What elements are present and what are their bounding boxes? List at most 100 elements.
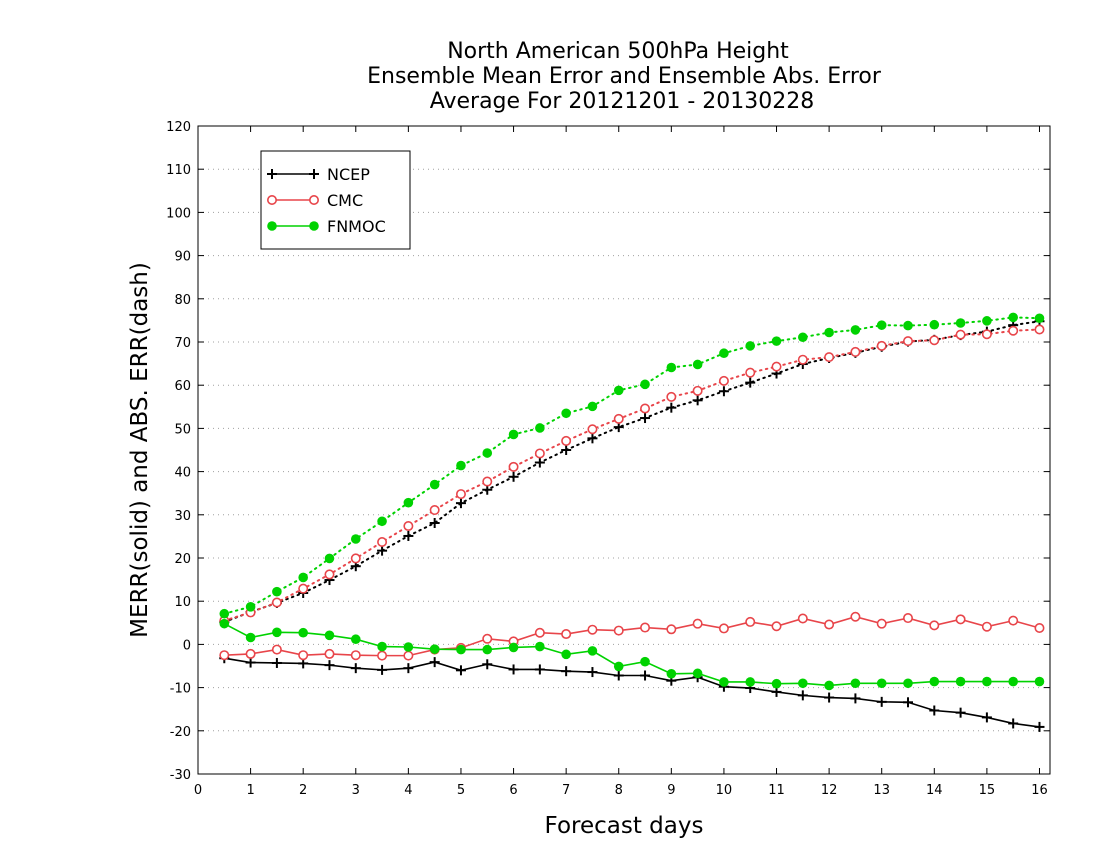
x-axis-title: Forecast days — [545, 813, 704, 839]
cmc-merr-series-point — [824, 619, 835, 630]
legend-marker — [267, 221, 277, 231]
cmc-merr-series-point — [929, 620, 940, 631]
cmc-merr-series-point — [955, 614, 966, 625]
x-tick-label: 0 — [194, 783, 202, 798]
ncep-merr-series-point — [1008, 718, 1019, 729]
legend-marker — [267, 169, 277, 179]
y-tick-label: 80 — [174, 293, 191, 308]
fnmoc-abs-err-series-point — [745, 341, 756, 351]
cmc-merr-series-point — [1008, 615, 1019, 626]
cmc-merr-series-point — [718, 623, 729, 634]
ncep-abs-err-series-point — [403, 530, 414, 541]
y-tick-label: 40 — [174, 466, 191, 481]
gridlines — [198, 168, 1050, 732]
cmc-abs-err-series-point — [745, 367, 756, 378]
x-tick-label: 6 — [509, 783, 517, 798]
fnmoc-abs-err-series-point — [587, 401, 598, 412]
y-tick-label: 70 — [174, 336, 191, 351]
ncep-merr-series-point — [850, 693, 861, 704]
ncep-abs-err-series-point — [587, 433, 598, 444]
y-tick-label: 120 — [166, 120, 191, 135]
cmc-merr-series-point — [797, 613, 808, 624]
cmc-abs-err-series-point — [271, 597, 282, 608]
cmc-merr-series-point — [377, 650, 388, 661]
fnmoc-merr-series-point — [403, 642, 414, 652]
y-tick-label: -10 — [170, 682, 191, 697]
cmc-abs-err-series-point — [692, 385, 703, 396]
ncep-merr-series-point — [245, 657, 256, 668]
ncep-merr-series-point — [377, 664, 388, 675]
cmc-abs-err-series-point — [324, 569, 335, 580]
fnmoc-merr-series-point — [666, 668, 677, 679]
ncep-merr-series-point — [613, 670, 624, 681]
cmc-merr-series-point — [1034, 622, 1045, 633]
x-tick-label: 10 — [716, 783, 733, 798]
fnmoc-abs-err-series-point — [272, 586, 282, 597]
chart-title-line-1: North American 500hPa Height — [447, 39, 789, 64]
fnmoc-merr-series-point — [798, 678, 808, 689]
y-axis-title: MERR(solid) and ABS. ERR(dash) — [127, 262, 153, 638]
cmc-merr-series-point — [745, 616, 756, 627]
cmc-abs-err-series-point — [1008, 325, 1019, 336]
cmc-merr-series — [224, 615, 1040, 657]
fnmoc-merr-series-point — [456, 644, 466, 655]
cmc-abs-err-series-point — [876, 340, 887, 351]
ncep-merr-series-point — [771, 686, 782, 697]
x-tick-label: 7 — [562, 783, 570, 798]
ncep-abs-err-series-point — [745, 377, 756, 388]
cmc-abs-err-series-point — [455, 489, 466, 500]
fnmoc-merr-series-point — [824, 680, 834, 691]
cmc-merr-series-point — [350, 650, 361, 661]
ncep-merr-series — [224, 657, 1040, 728]
ncep-merr-series-point — [508, 664, 519, 675]
fnmoc-abs-err-series-point — [982, 316, 992, 326]
fnmoc-merr-series-point — [298, 627, 308, 638]
cmc-abs-err-series-point — [771, 361, 782, 372]
fnmoc-merr-series-point — [1008, 676, 1018, 687]
cmc-merr-series-point — [587, 624, 598, 635]
fnmoc-merr-series-point — [482, 644, 493, 655]
fnmoc-abs-err-series-point — [876, 320, 887, 330]
cmc-abs-err-series-point — [377, 537, 388, 548]
fnmoc-merr-series-point — [272, 627, 282, 638]
fnmoc-abs-err-series-point — [798, 332, 808, 343]
y-tick-label: 0 — [183, 638, 191, 653]
cmc-merr-series-point — [324, 648, 335, 659]
ncep-abs-err-series-point — [455, 498, 466, 509]
fnmoc-abs-err-series-point — [324, 553, 335, 564]
fnmoc-abs-err-series-point — [561, 408, 571, 419]
fnmoc-merr-series-point — [955, 676, 966, 687]
cmc-abs-err-series-point — [561, 435, 572, 446]
ncep-abs-err-series-point — [561, 445, 572, 455]
fnmoc-merr-series-point — [429, 644, 440, 654]
fnmoc-merr-series-point — [613, 661, 624, 672]
fnmoc-abs-err-series-point — [1008, 312, 1018, 323]
fnmoc-abs-err-series — [223, 316, 1041, 615]
fnmoc-merr-series-point — [219, 618, 230, 629]
cmc-abs-err-series-point — [429, 505, 440, 516]
cmc-merr-series-point — [613, 625, 624, 636]
y-tick-label: 110 — [166, 163, 191, 178]
ncep-abs-err-series-point — [666, 402, 677, 413]
legend-marker — [266, 195, 277, 206]
ncep-merr-series-point — [955, 707, 966, 718]
fnmoc-abs-err-series-point — [298, 572, 308, 583]
x-tick-label: 14 — [926, 783, 943, 798]
fnmoc-abs-err-series-point — [403, 497, 414, 508]
cmc-merr-series-point — [403, 650, 414, 661]
cmc-merr-series-point — [692, 618, 703, 629]
fnmoc-abs-err-series-point — [482, 448, 493, 458]
fnmoc-merr-series-point — [535, 641, 545, 652]
cmc-merr-series-point — [245, 648, 256, 659]
legend-item-fnmoc: FNMOC — [267, 217, 386, 236]
ncep-abs-err-series-point — [718, 386, 729, 397]
ncep-merr-series-point — [640, 670, 651, 681]
y-tick-label: 50 — [174, 422, 191, 437]
fnmoc-merr-series-point — [719, 677, 729, 687]
legend-item-ncep: NCEP — [267, 165, 370, 184]
fnmoc-abs-err-series-point — [955, 318, 966, 328]
x-tick-label: 8 — [615, 783, 623, 798]
plot-frame — [197, 125, 1051, 775]
fnmoc-abs-err-series-point — [429, 479, 440, 490]
fnmoc-abs-err-series-point — [692, 359, 703, 370]
